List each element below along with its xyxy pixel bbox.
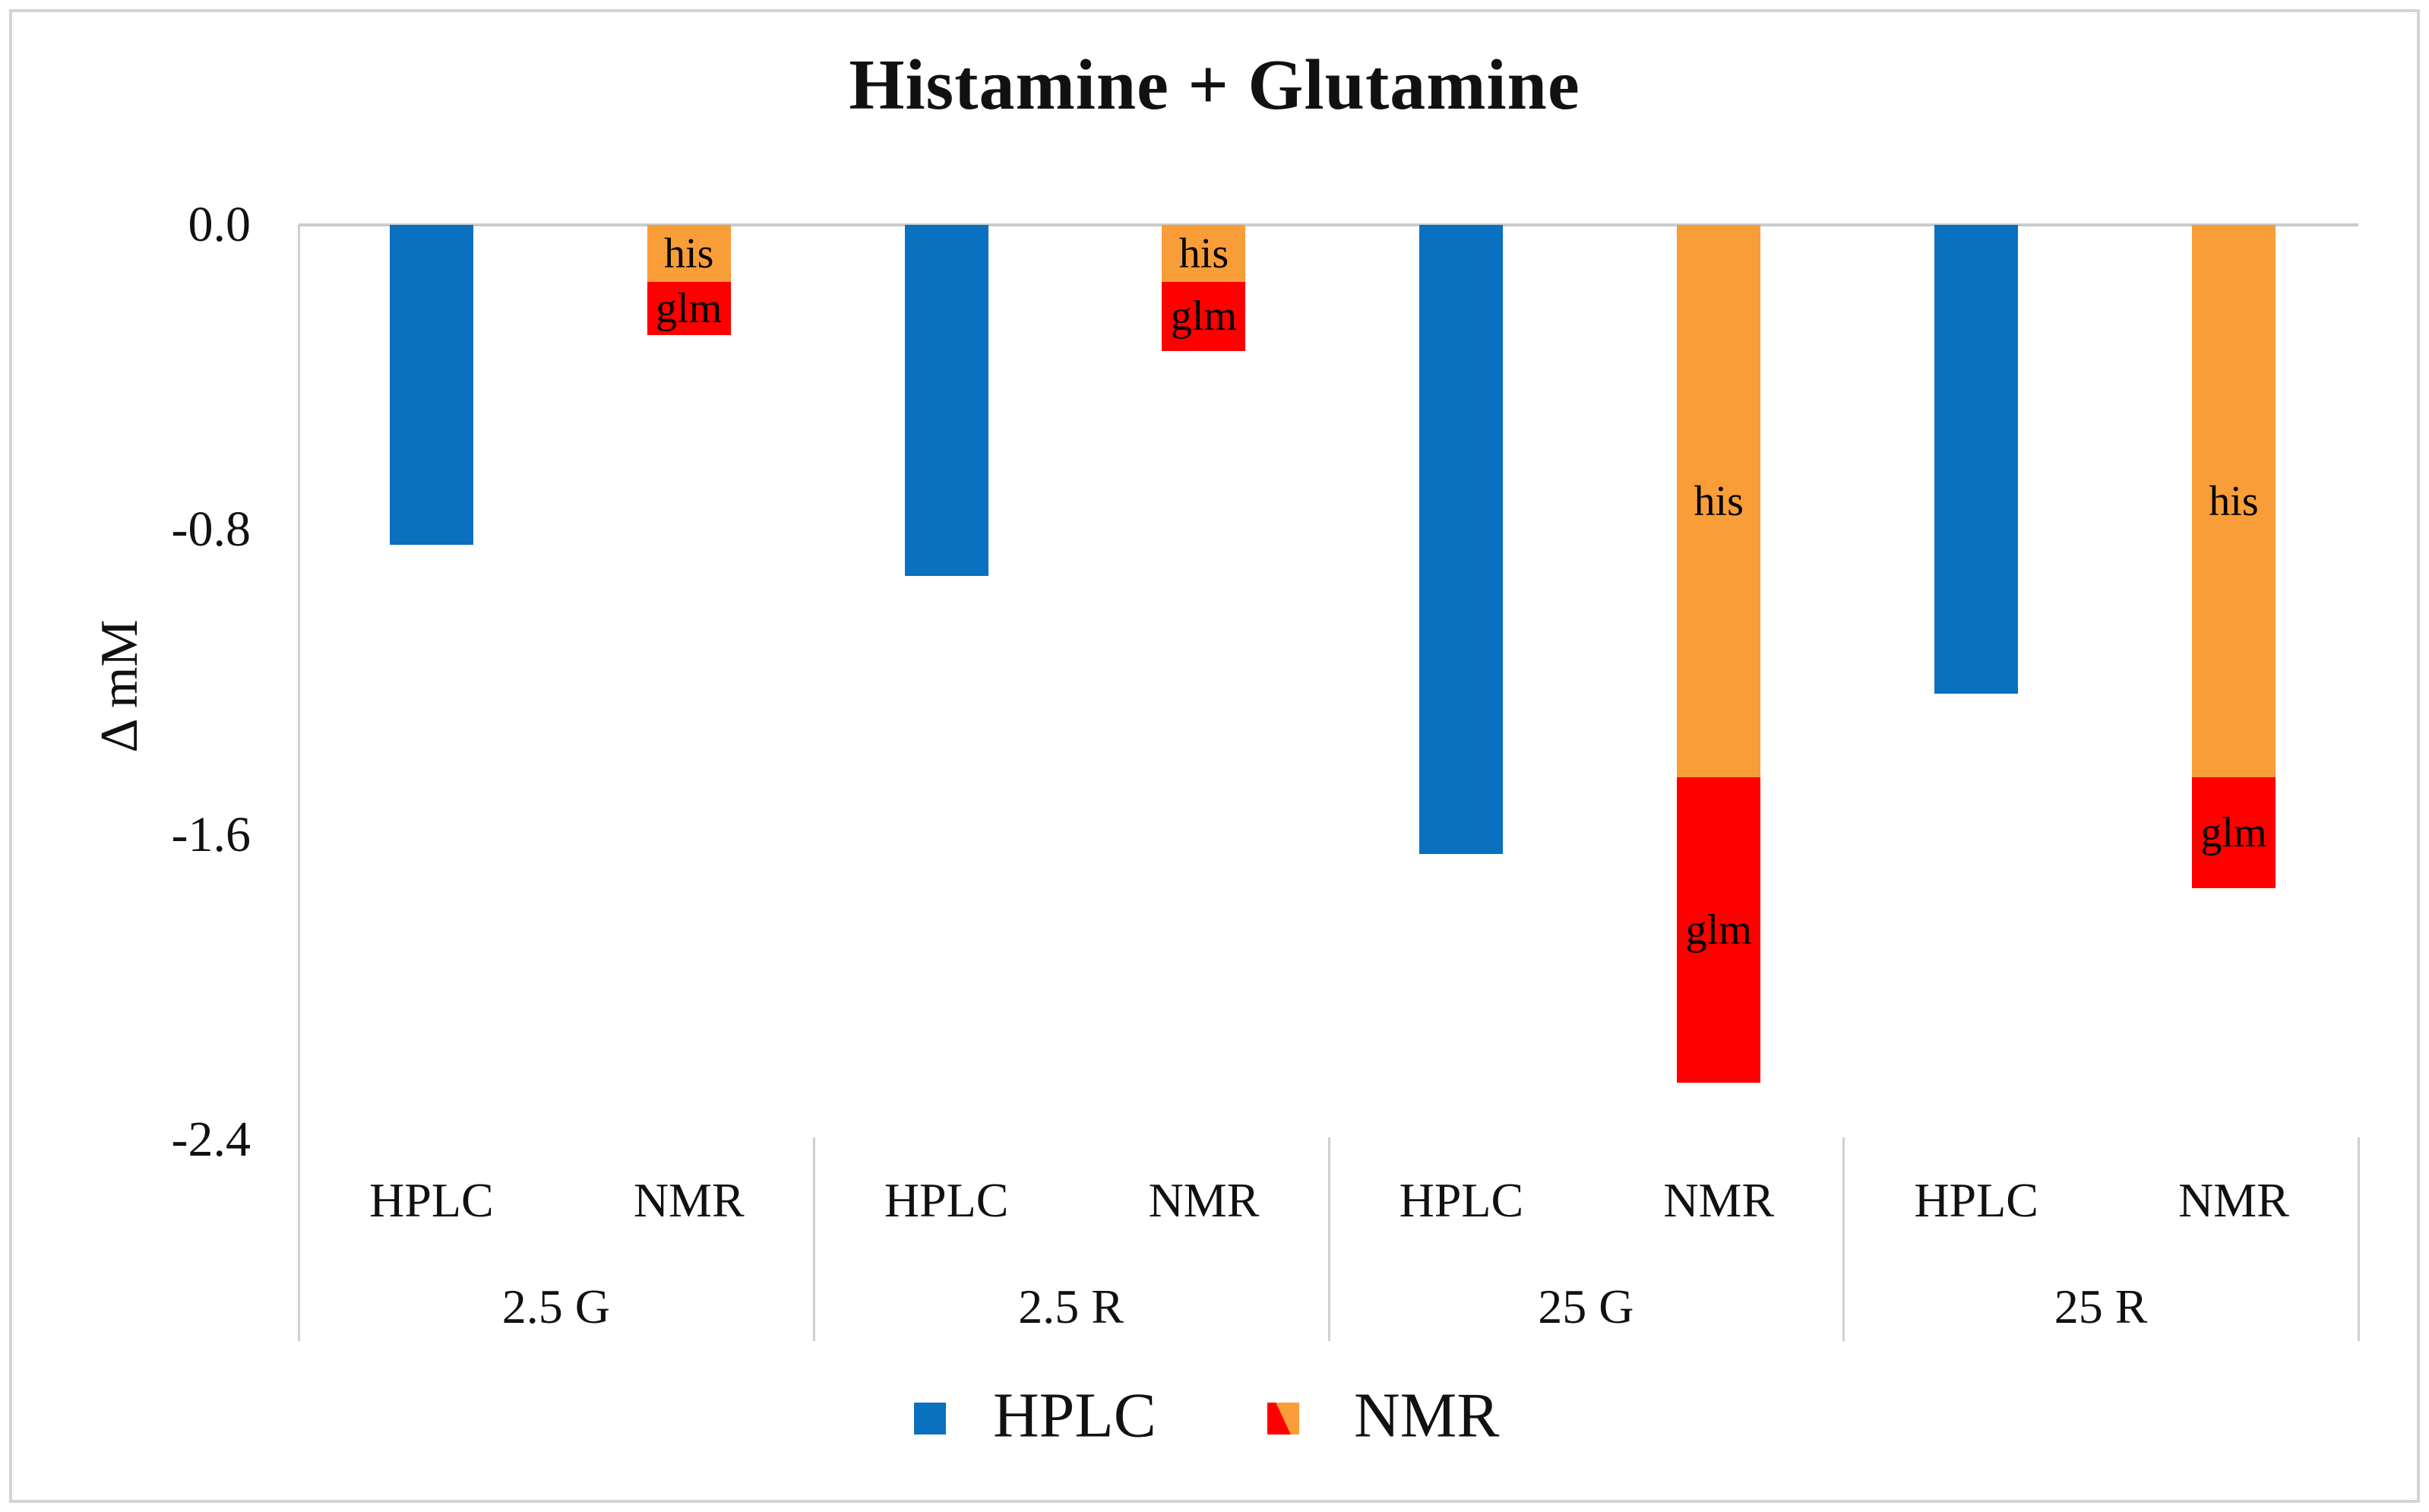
bar-nmr-his-25-g — [1677, 225, 1761, 778]
bar-nmr-glm-2.5-g — [647, 282, 731, 336]
group-label-2.5-g: 2.5 G — [501, 1280, 610, 1333]
y-tick-label: -2.4 — [171, 1112, 251, 1167]
legend-swatch-hplc-icon — [914, 1403, 946, 1435]
bar-segment-label-glm: glm — [656, 285, 723, 333]
group-divider — [1327, 1137, 1330, 1341]
category-label-nmr: NMR — [1663, 1173, 1775, 1227]
bar-segment-label-his: his — [1178, 229, 1229, 277]
bar-hplc-2.5-g — [389, 225, 473, 546]
category-label-hplc: HPLC — [369, 1173, 494, 1227]
group-divider — [1842, 1137, 1845, 1341]
y-tick-label: -1.6 — [171, 806, 251, 862]
y-tick-label: -0.8 — [171, 501, 251, 558]
legend-swatch-nmr-icon — [1267, 1403, 1299, 1435]
bar-segment-label-his: his — [1694, 477, 1744, 525]
y-axis-line — [298, 225, 300, 1341]
category-label-nmr: NMR — [2178, 1173, 2289, 1227]
group-divider — [2358, 1137, 2360, 1341]
y-tick-label: 0.0 — [188, 197, 251, 252]
category-label-hplc: HPLC — [1914, 1173, 2038, 1227]
group-label-25-r: 25 R — [2054, 1280, 2148, 1333]
bar-hplc-2.5-r — [904, 225, 988, 576]
bar-nmr-his-2.5-r — [1162, 225, 1246, 283]
group-divider — [812, 1137, 815, 1341]
bar-segment-label-glm: glm — [1685, 906, 1752, 954]
category-label-hplc: HPLC — [1399, 1173, 1524, 1227]
category-label-hplc: HPLC — [884, 1173, 1009, 1227]
zero-gridline — [299, 223, 2358, 226]
group-label-2.5-r: 2.5 R — [1018, 1280, 1124, 1333]
bar-nmr-glm-25-r — [2191, 777, 2276, 888]
bar-nmr-his-2.5-g — [647, 225, 731, 283]
bar-hplc-25-r — [1934, 225, 2019, 694]
category-label-nmr: NMR — [1148, 1173, 1260, 1227]
chart-title: Histamine + Glutamine — [849, 46, 1580, 125]
bar-nmr-his-25-r — [2191, 225, 2276, 778]
bar-nmr-glm-2.5-r — [1162, 282, 1246, 351]
bar-segment-label-his: his — [2209, 477, 2259, 525]
bar-segment-label-glm: glm — [1170, 293, 1238, 340]
category-label-nmr: NMR — [633, 1173, 745, 1227]
bar-segment-label-glm: glm — [2200, 809, 2267, 857]
legend-label-hplc: HPLC — [993, 1380, 1156, 1451]
bar-nmr-glm-25-g — [1677, 777, 1761, 1083]
group-label-25-g: 25 G — [1538, 1280, 1634, 1333]
bar-segment-label-his: his — [664, 229, 714, 277]
legend-label-nmr: NMR — [1354, 1380, 1500, 1451]
bar-hplc-25-g — [1419, 225, 1504, 854]
